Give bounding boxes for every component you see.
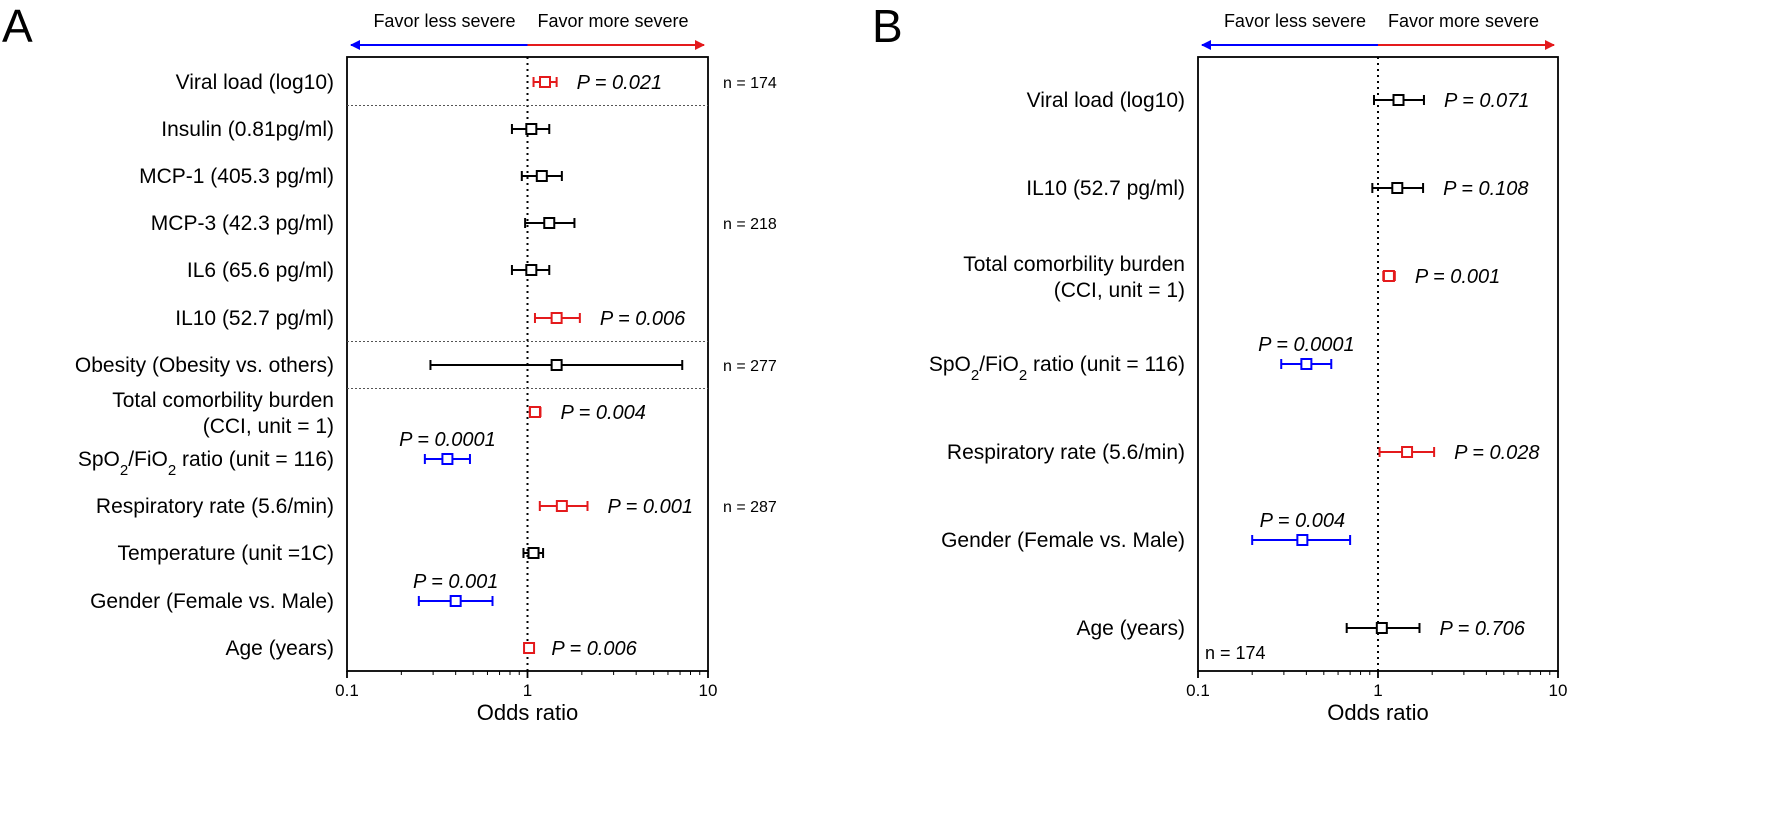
- p-value: P = 0.006: [600, 308, 686, 330]
- forest-row: Viral load (log10) P = 0.071: [1027, 89, 1530, 112]
- row-label: MCP-1 (405.3 pg/ml): [139, 165, 334, 188]
- p-value: P = 0.108: [1443, 178, 1528, 200]
- row-label: Age (years): [1076, 617, 1185, 640]
- forest-row: MCP-3 (42.3 pg/ml): [151, 212, 576, 235]
- x-axis-label: Odds ratio: [1327, 700, 1429, 725]
- panel-label: B: [872, 0, 903, 52]
- row-label: Viral load (log10): [176, 71, 334, 94]
- point-estimate: [527, 547, 540, 559]
- p-value: P = 0.004: [1260, 510, 1345, 532]
- point-estimate: [1300, 358, 1313, 370]
- p-value: P = 0.071: [1444, 90, 1529, 112]
- row-label: Gender (Female vs. Male): [941, 529, 1185, 552]
- x-tick-label: 0.1: [1186, 681, 1210, 700]
- favor-less-label: Favor less severe: [373, 11, 515, 31]
- point-estimate: [441, 453, 454, 465]
- row-label: Insulin (0.81pg/ml): [161, 118, 334, 141]
- row-label: Viral load (log10): [1027, 89, 1185, 112]
- forest-row: Gender (Female vs. Male) P = 0.001: [90, 571, 498, 613]
- forest-row: IL6 (65.6 pg/ml): [187, 259, 551, 282]
- point-estimate: [543, 217, 556, 229]
- point-estimate: [449, 595, 462, 607]
- p-value: P = 0.004: [560, 402, 645, 424]
- sample-size-label: n = 174: [723, 75, 777, 92]
- point-estimate: [523, 642, 536, 654]
- forest-row: Respiratory rate (5.6/min) P = 0.001: [96, 495, 693, 518]
- row-label: IL6 (65.6 pg/ml): [187, 259, 334, 282]
- point-estimate: [525, 264, 538, 276]
- point-estimate: [528, 406, 541, 418]
- sample-size-label: n = 218: [723, 216, 777, 233]
- favor-less-label: Favor less severe: [1224, 11, 1366, 31]
- x-tick-label: 1: [1373, 681, 1382, 700]
- p-value: P = 0.028: [1454, 442, 1539, 464]
- row-label: Age (years): [225, 637, 334, 660]
- point-estimate: [535, 170, 548, 182]
- x-tick-label: 1: [523, 681, 532, 700]
- row-label: Obesity (Obesity vs. others): [75, 354, 334, 377]
- p-value: P = 0.006: [551, 638, 637, 660]
- row-label: Gender (Female vs. Male): [90, 590, 334, 613]
- forest-row: Total comorbility burden (CCI, unit = 1) P…: [112, 389, 646, 438]
- p-value: P = 0.0001: [399, 429, 496, 451]
- sample-size-label: n = 287: [723, 499, 777, 516]
- p-value: P = 0.001: [608, 496, 693, 518]
- row-label: MCP-3 (42.3 pg/ml): [151, 212, 334, 235]
- row-label: IL10 (52.7 pg/ml): [175, 307, 334, 330]
- point-estimate: [550, 359, 563, 371]
- row-label: IL10 (52.7 pg/ml): [1026, 177, 1185, 200]
- row-label-line2: (CCI, unit = 1): [203, 415, 334, 438]
- row-label: SpO2/FiO2 ratio (unit = 116): [78, 448, 334, 479]
- p-value: P = 0.001: [413, 571, 498, 593]
- forest-row: Gender (Female vs. Male) P = 0.004: [941, 510, 1352, 552]
- row-label: Respiratory rate (5.6/min): [947, 441, 1185, 464]
- p-value: P = 0.0001: [1258, 334, 1355, 356]
- point-estimate: [555, 500, 568, 512]
- forest-row: SpO2/FiO2 ratio (unit = 116) P = 0.0001: [78, 429, 496, 479]
- point-estimate: [1391, 182, 1404, 194]
- point-estimate: [1401, 446, 1414, 458]
- forest-row: Temperature (unit =1C): [117, 542, 545, 565]
- favor-more-label: Favor more severe: [1388, 11, 1539, 31]
- forest-row: Obesity (Obesity vs. others): [75, 354, 684, 377]
- row-label: Temperature (unit =1C): [117, 542, 334, 565]
- p-value: P = 0.001: [1415, 266, 1500, 288]
- point-estimate: [550, 312, 563, 324]
- forest-panel-a: A Favor less severe Favor more severe 0.1 1 1…: [2, 0, 777, 725]
- forest-row: IL10 (52.7 pg/ml) P = 0.108: [1026, 177, 1528, 200]
- point-estimate: [1296, 534, 1309, 546]
- forest-row: MCP-1 (405.3 pg/ml): [139, 165, 563, 188]
- forest-panel-b: B Favor less severe Favor more severe 0.1 1 1…: [872, 0, 1567, 725]
- forest-row: Viral load (log10) P = 0.021: [176, 71, 662, 94]
- point-estimate: [538, 76, 551, 88]
- forest-row: SpO2/FiO2 ratio (unit = 116) P = 0.0001: [929, 334, 1355, 384]
- point-estimate: [1392, 94, 1405, 106]
- forest-row: Total comorbility burden (CCI, unit = 1) P…: [963, 253, 1500, 302]
- row-label: Total comorbility burden: [112, 389, 334, 412]
- sample-size-label: n = 277: [723, 358, 777, 375]
- forest-row: Respiratory rate (5.6/min) P = 0.028: [947, 441, 1540, 464]
- sample-size-label: n = 174: [1205, 643, 1266, 663]
- x-tick-label: 10: [1549, 681, 1568, 700]
- p-value: P = 0.021: [577, 72, 662, 94]
- point-estimate: [1382, 270, 1395, 282]
- row-label: Total comorbility burden: [963, 253, 1185, 276]
- x-tick-label: 0.1: [335, 681, 359, 700]
- p-value: P = 0.706: [1439, 618, 1525, 640]
- forest-row: Age (years) P = 0.006: [225, 637, 637, 660]
- point-estimate: [1375, 622, 1388, 634]
- row-label: SpO2/FiO2 ratio (unit = 116): [929, 353, 1185, 384]
- forest-row: Insulin (0.81pg/ml): [161, 118, 551, 141]
- favor-more-label: Favor more severe: [538, 11, 689, 31]
- forest-row: Age (years) P = 0.706: [1076, 617, 1525, 640]
- row-label: Respiratory rate (5.6/min): [96, 495, 334, 518]
- point-estimate: [525, 123, 538, 135]
- panel-label: A: [2, 0, 33, 52]
- row-label-line2: (CCI, unit = 1): [1054, 279, 1185, 302]
- x-tick-label: 10: [699, 681, 718, 700]
- forest-row: IL10 (52.7 pg/ml) P = 0.006: [175, 307, 686, 330]
- x-axis-label: Odds ratio: [477, 700, 579, 725]
